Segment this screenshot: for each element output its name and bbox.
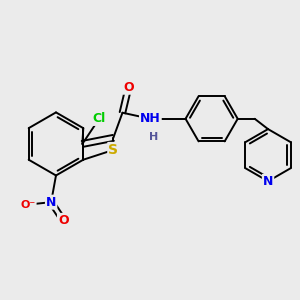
Text: H: H [149,132,158,142]
Text: S: S [108,143,118,157]
Text: O: O [58,214,69,227]
Text: N: N [263,175,273,188]
Text: Cl: Cl [93,112,106,125]
Text: NH: NH [140,112,161,125]
Text: O: O [123,81,134,94]
Text: N: N [46,197,56,207]
Text: N: N [46,196,56,209]
Text: O⁻: O⁻ [20,200,36,210]
